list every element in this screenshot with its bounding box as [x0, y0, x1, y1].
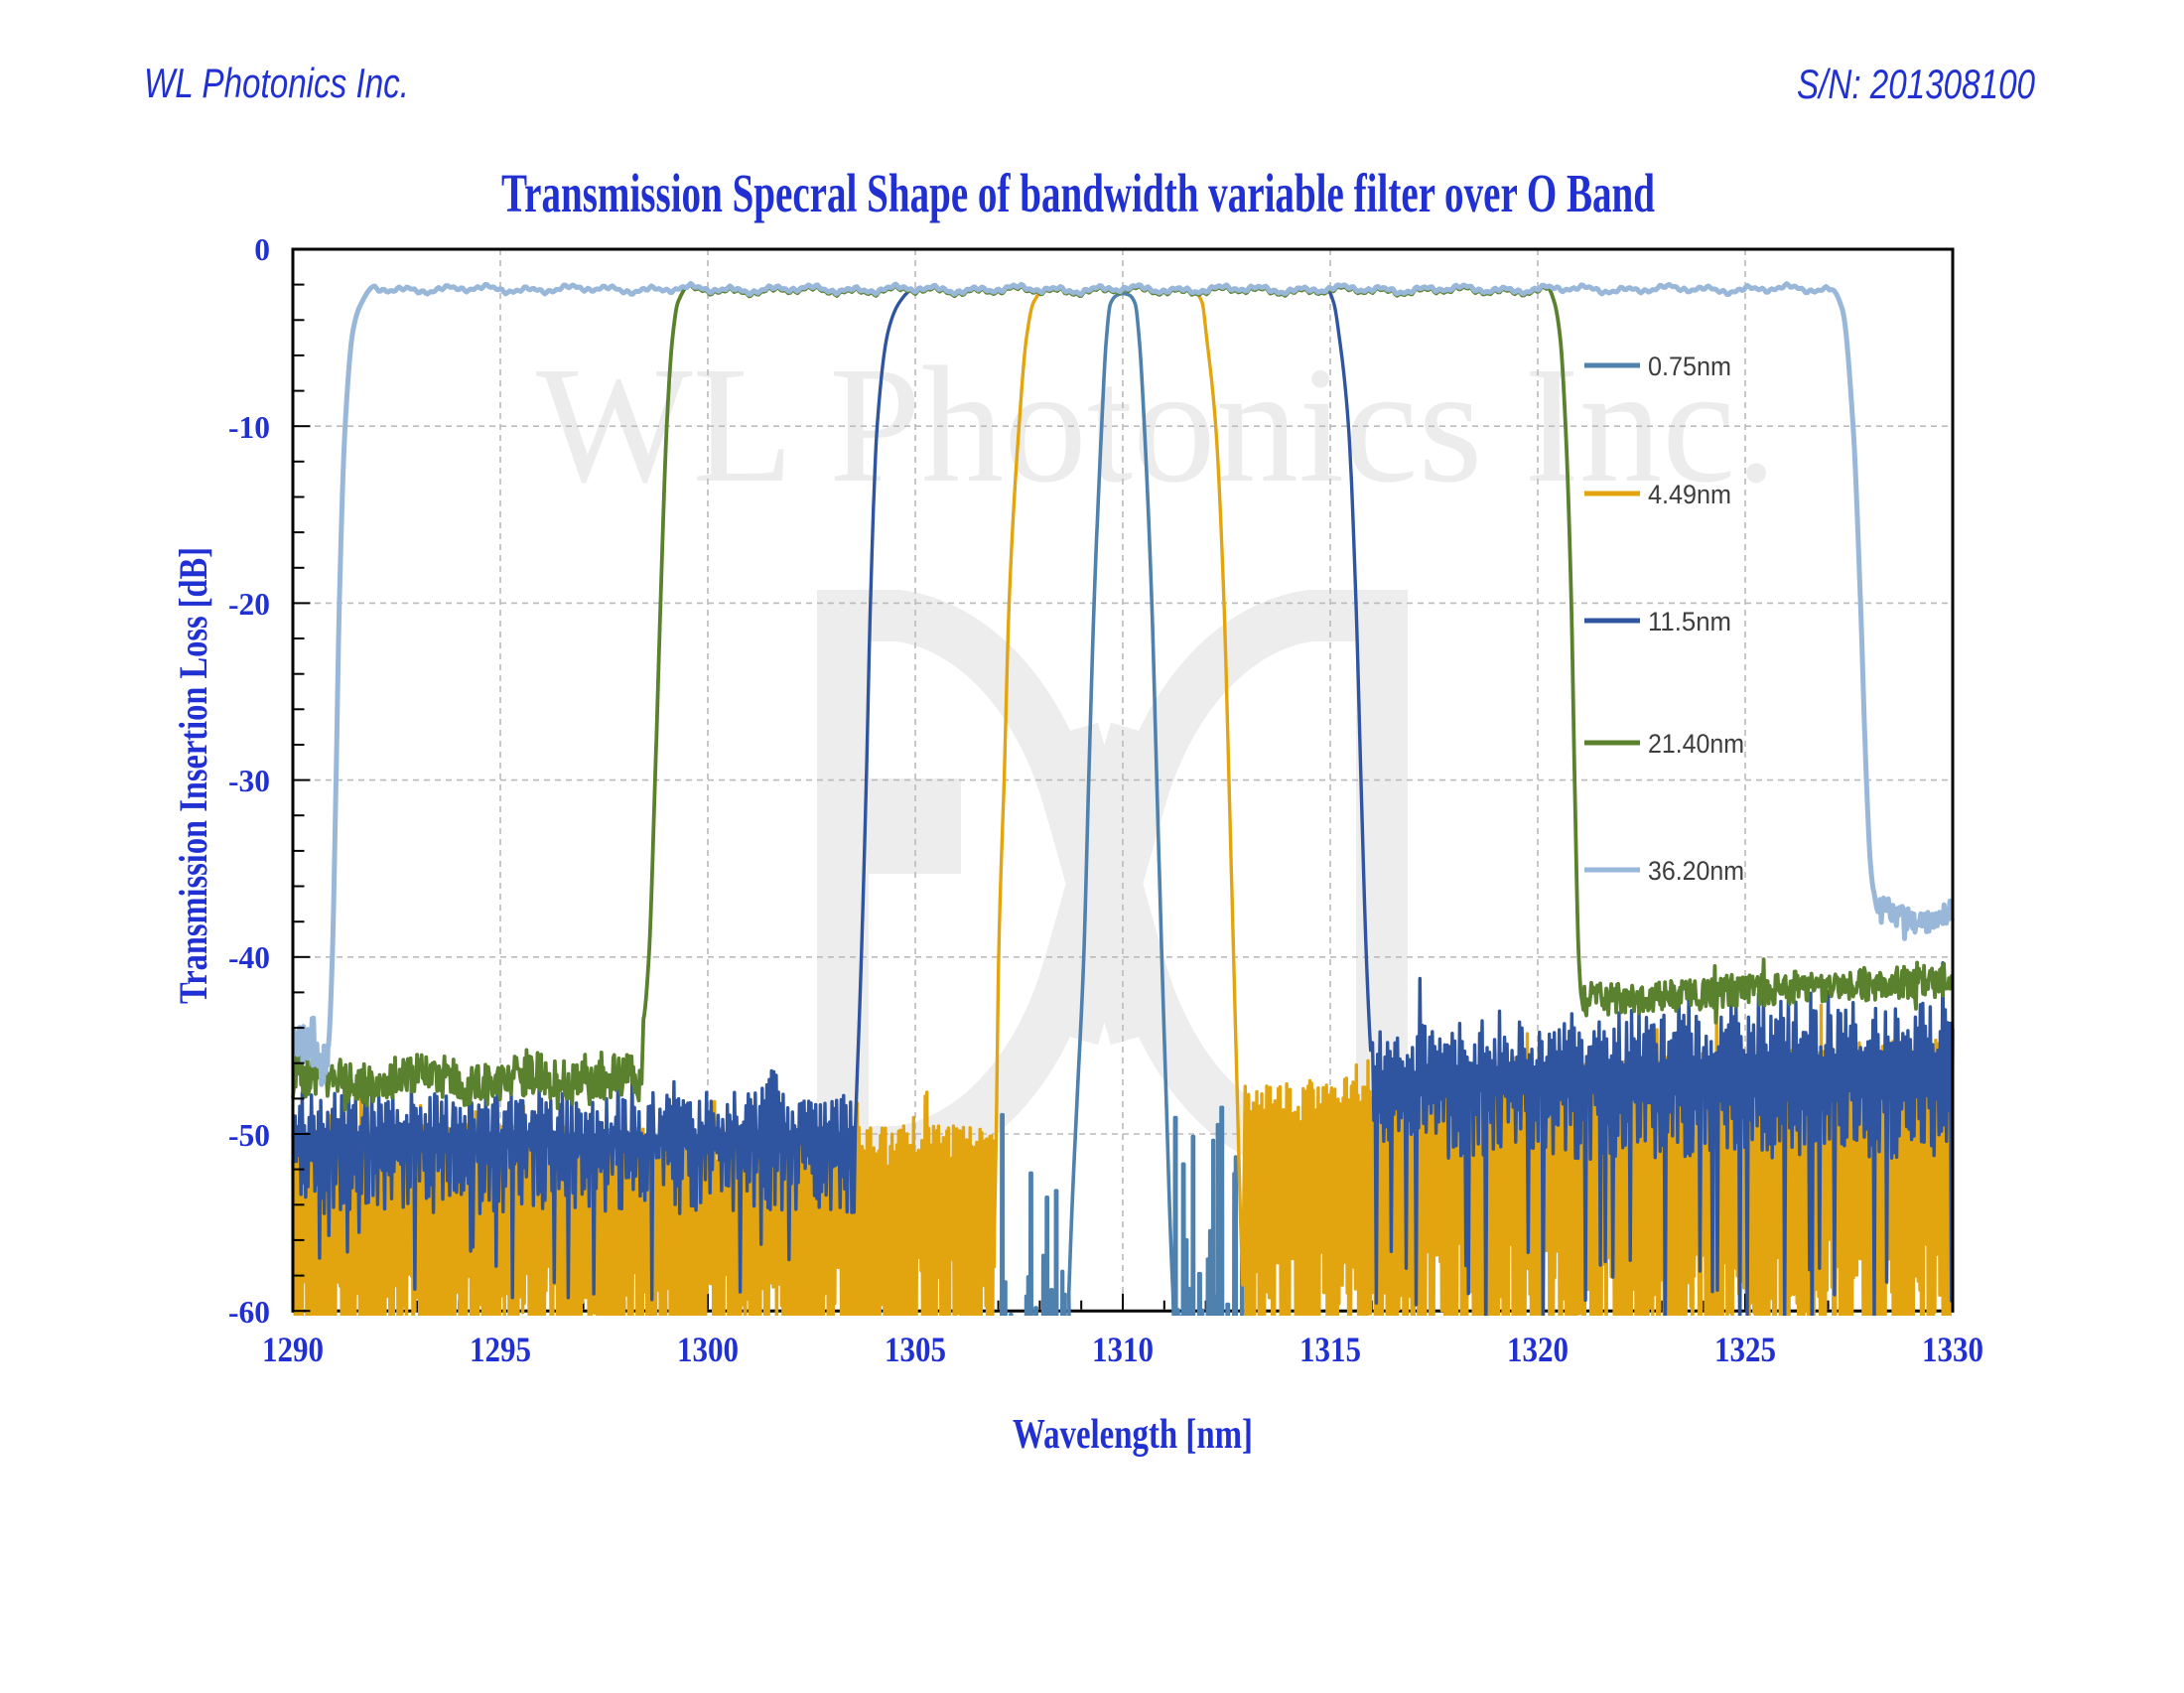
svg-text:1300: 1300: [677, 1330, 739, 1369]
svg-text:0.75nm: 0.75nm: [1648, 352, 1731, 381]
svg-text:1325: 1325: [1714, 1330, 1776, 1369]
svg-text:1315: 1315: [1299, 1330, 1361, 1369]
svg-text:1290: 1290: [262, 1330, 324, 1369]
svg-text:1310: 1310: [1092, 1330, 1154, 1369]
svg-text:1305: 1305: [885, 1330, 946, 1369]
svg-text:-20: -20: [228, 587, 270, 622]
svg-text:Transmission Specral Shape of: Transmission Specral Shape of bandwidth …: [501, 163, 1655, 223]
svg-text:-50: -50: [228, 1118, 270, 1153]
svg-text:WL Photonics Inc.: WL Photonics Inc.: [144, 60, 409, 106]
svg-text:11.5nm: 11.5nm: [1648, 607, 1731, 636]
svg-text:-10: -10: [228, 410, 270, 445]
svg-text:1295: 1295: [470, 1330, 531, 1369]
svg-text:0: 0: [254, 232, 270, 267]
svg-text:WL Photonics Inc.: WL Photonics Inc.: [536, 333, 1777, 517]
svg-text:-30: -30: [228, 764, 270, 798]
svg-text:Wavelength [nm]: Wavelength [nm]: [1013, 1412, 1253, 1458]
svg-text:36.20nm: 36.20nm: [1648, 856, 1744, 886]
svg-text:-40: -40: [228, 940, 270, 975]
svg-text:-60: -60: [228, 1295, 270, 1330]
svg-text:Transmission Insertion Loss [d: Transmission Insertion Loss [dB]: [171, 547, 215, 1004]
svg-text:1330: 1330: [1922, 1330, 1983, 1369]
svg-text:4.49nm: 4.49nm: [1648, 480, 1731, 509]
svg-text:S/N: 201308100: S/N: 201308100: [1797, 61, 2036, 107]
svg-text:1320: 1320: [1507, 1330, 1569, 1369]
svg-text:21.40nm: 21.40nm: [1648, 729, 1744, 759]
